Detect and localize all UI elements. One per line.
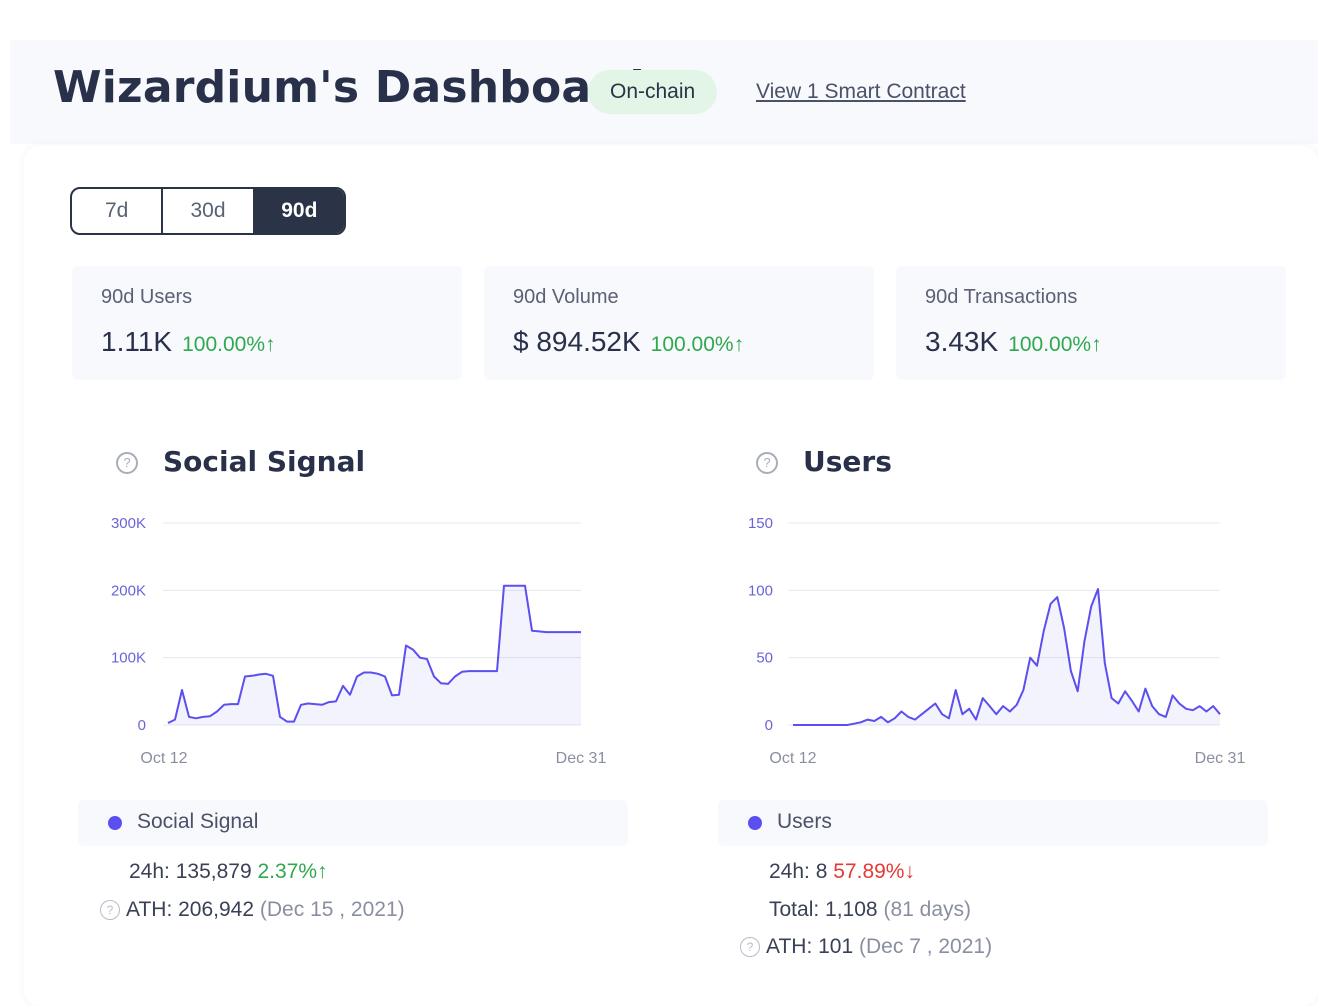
stat-value: 1.11K <box>101 326 173 357</box>
period-30d-button[interactable]: 30d <box>163 189 255 233</box>
users-ath-line: ? ATH: 101 (Dec 7 , 2021) <box>740 935 992 959</box>
social-signal-legend: Social Signal <box>78 800 628 846</box>
stat-value: 3.43K <box>925 326 999 357</box>
label: Total: <box>769 898 820 921</box>
stat-label: 90d Users <box>101 286 193 308</box>
stat-card-users: 90d Users 1.11K 100.00%↑ <box>72 266 462 380</box>
help-icon[interactable]: ? <box>100 900 120 921</box>
label: ATH: <box>126 898 173 921</box>
stat-value-row: $ 894.52K 100.00%↑ <box>513 326 744 358</box>
value: 135,879 <box>175 860 252 883</box>
stat-change: 100.00%↑ <box>650 333 745 356</box>
series-line <box>793 588 1221 726</box>
change: 2.37%↑ <box>257 860 328 883</box>
stat-change: 100.00%↑ <box>1008 333 1102 356</box>
value: 206,942 <box>178 898 255 921</box>
change: 57.89%↓ <box>833 860 915 883</box>
legend-dot <box>108 816 122 830</box>
social-signal-title: Social Signal <box>163 445 366 478</box>
stat-label: 90d Volume <box>513 286 619 308</box>
x-tick-label: Oct 12 <box>140 750 187 767</box>
series-area <box>168 585 581 725</box>
y-tick-label: 0 <box>765 717 773 734</box>
help-icon[interactable]: ? <box>756 452 778 474</box>
users-24h-line: 24h: 8 57.89%↓ <box>769 860 915 884</box>
stat-value-row: 3.43K 100.00%↑ <box>925 326 1102 358</box>
days: (81 days) <box>883 898 971 921</box>
stat-change: 100.00%↑ <box>182 333 276 356</box>
page-title: Wizardium's Dashboards <box>53 62 672 113</box>
social-signal-panel: ? Social Signal 0 100K 200K 300K Oct 12 Dec 3… <box>78 440 638 980</box>
stat-card-volume: 90d Volume $ 894.52K 100.00%↑ <box>484 266 874 380</box>
period-selector: 7d 30d 90d <box>70 187 346 235</box>
period-90d-button[interactable]: 90d <box>254 189 344 233</box>
x-tick-label: Dec 31 <box>1195 750 1246 767</box>
y-tick-label: 150 <box>748 515 773 532</box>
x-tick-label: Oct 12 <box>769 750 816 767</box>
users-total-line: Total: 1,108 (81 days) <box>769 898 971 922</box>
value: 1,108 <box>825 898 878 921</box>
stat-value-row: 1.11K 100.00%↑ <box>101 326 276 358</box>
users-title: Users <box>803 445 892 478</box>
stat-label: 90d Transactions <box>925 286 1078 308</box>
series-line <box>167 584 581 724</box>
users-chart: 0 50 100 150 Oct 12 Dec 31 <box>748 515 1246 767</box>
social-24h-line: 24h: 135,879 2.37%↑ <box>129 860 328 884</box>
value: 101 <box>818 935 854 958</box>
users-legend: Users <box>718 800 1268 846</box>
x-tick-label: Dec 31 <box>556 750 607 767</box>
y-tick-label: 200K <box>111 582 146 599</box>
y-tick-label: 100K <box>111 650 146 667</box>
legend-label: Social Signal <box>137 810 259 833</box>
y-tick-label: 0 <box>138 717 146 734</box>
value: 8 <box>815 860 828 883</box>
y-tick-label: 100 <box>748 582 773 599</box>
legend-label: Users <box>777 810 832 833</box>
label: ATH: <box>766 935 813 958</box>
y-tick-label: 50 <box>756 650 773 667</box>
users-panel: ? Users 0 50 100 150 Oct 12 Dec 31 Users 24h:… <box>718 440 1278 980</box>
on-chain-badge: On-chain <box>588 70 718 114</box>
stat-value: $ 894.52K <box>513 326 641 357</box>
period-7d-button[interactable]: 7d <box>72 189 164 233</box>
label: 24h: <box>129 860 170 883</box>
legend-dot <box>748 816 762 830</box>
view-smart-contract-link[interactable]: View 1 Smart Contract <box>756 80 966 103</box>
social-signal-chart: 0 100K 200K 300K Oct 12 Dec 31 <box>111 515 607 767</box>
help-icon[interactable]: ? <box>740 937 760 958</box>
stat-card-transactions: 90d Transactions 3.43K 100.00%↑ <box>896 266 1286 380</box>
social-ath-line: ? ATH: 206,942 (Dec 15 , 2021) <box>100 898 405 922</box>
date: (Dec 15 , 2021) <box>259 898 405 921</box>
label: 24h: <box>769 860 810 883</box>
series-area <box>793 589 1220 725</box>
y-tick-label: 300K <box>111 515 146 532</box>
date: (Dec 7 , 2021) <box>859 935 993 958</box>
help-icon[interactable]: ? <box>116 452 138 474</box>
